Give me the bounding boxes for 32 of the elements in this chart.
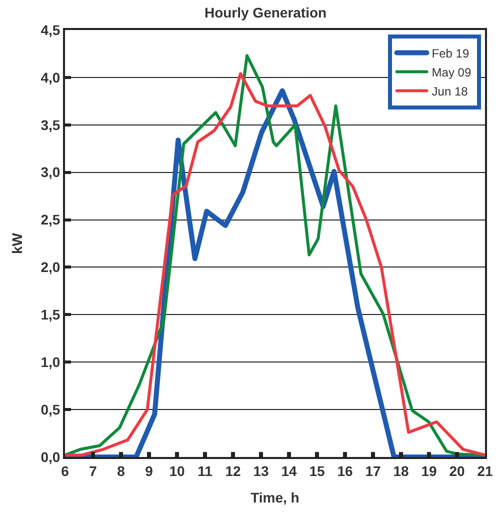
x-tick-label: 10 [169,462,185,479]
legend-label: Feb 19 [432,46,470,60]
x-tick-label: 20 [449,462,465,479]
y-tick-label: 0,0 [40,448,60,465]
legend-label: Jun 18 [432,84,468,98]
y-tick-label: 3,0 [40,164,60,180]
y-tick-label: 0,5 [40,401,60,418]
y-tick-label: 4,5 [40,22,60,38]
x-tick-label: 9 [145,462,154,479]
chart-title: Hourly Generation [204,4,327,21]
x-axis-title: Time, h [250,490,300,506]
x-tick-label: 17 [365,462,381,479]
x-tick-label: 6 [61,462,70,479]
x-tick-label: 16 [337,462,353,479]
y-tick-label: 4,0 [40,69,60,86]
y-tick-label: 2,5 [40,212,60,228]
x-tick-label: 18 [393,462,409,479]
x-tick-label: 13 [253,462,269,479]
x-tick-label: 8 [117,462,126,479]
x-tick-label: 12 [225,462,241,479]
x-tick-label: 14 [281,462,297,479]
y-tick-label: 1,0 [40,354,60,370]
x-tick-label: 15 [309,462,325,479]
legend-label: May 09 [432,65,472,80]
y-tick-label: 1,5 [40,306,60,323]
x-tick-label: 21 [477,462,493,479]
x-tick-label: 11 [198,462,213,479]
x-tick-label: 7 [89,462,98,479]
y-axis-title: kW [8,232,25,254]
y-tick-label: 3,5 [40,116,60,133]
y-tick-label: 2,0 [40,259,60,276]
x-tick-label: 19 [421,462,437,479]
